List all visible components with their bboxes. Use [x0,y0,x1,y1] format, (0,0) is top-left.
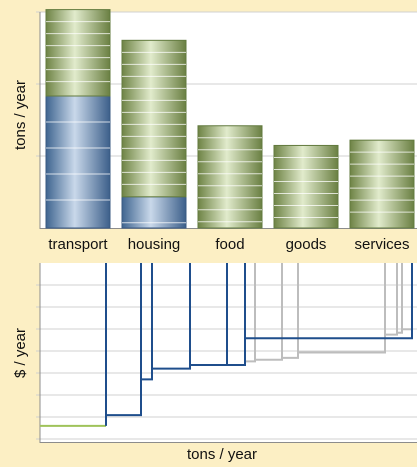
category-label-services: services [354,236,409,253]
bottom-x-axis-label: tons / year [187,446,257,462]
blue-step-line [105,263,413,426]
category-label-goods: goods [286,236,327,253]
bar-segment-transport-lower [45,95,111,229]
bar-segment-housing-lower [121,196,187,229]
bottom-y-axis-label: $ / year [12,328,29,378]
bar-segment-housing-upper [121,39,187,198]
bar-segment-services-upper [349,139,415,229]
category-label-transport: transport [48,236,108,253]
bar-segment-food-upper [197,125,263,229]
top-y-axis-label: tons / year [12,80,29,150]
gray-step-line [244,263,413,363]
category-label-food: food [215,236,244,253]
category-label-housing: housing [128,236,181,253]
bar-segment-transport-upper [45,9,111,97]
bar-segment-goods-upper [273,144,339,229]
